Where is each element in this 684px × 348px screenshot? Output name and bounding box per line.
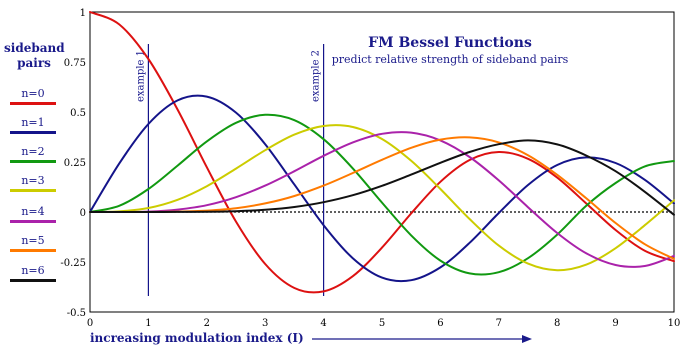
y-tick-label: -0.25 xyxy=(60,258,86,269)
legend-swatch xyxy=(10,131,56,134)
legend-swatch xyxy=(10,279,56,282)
x-tick-label: 10 xyxy=(668,318,681,329)
legend-item-n0: n=0 xyxy=(10,87,56,105)
x-tick-label: 6 xyxy=(437,318,443,329)
y-tick-label: 0.5 xyxy=(70,108,86,119)
y-tick-label: 0.25 xyxy=(64,158,86,169)
legend-item-n1: n=1 xyxy=(10,116,56,134)
legend-label: n=6 xyxy=(21,264,45,277)
legend-item-n2: n=2 xyxy=(10,145,56,163)
legend-label: n=2 xyxy=(21,145,45,158)
x-axis-label: increasing modulation index (I) xyxy=(90,331,304,345)
legend-swatch xyxy=(10,220,56,223)
series-line-n0 xyxy=(89,11,675,294)
legend-label: n=1 xyxy=(21,116,45,129)
legend-swatch xyxy=(10,189,56,192)
y-tick-labels: 1 0.75 0.5 0.25 0 -0.25 -0.5 xyxy=(60,8,86,319)
x-tick-label: 0 xyxy=(87,318,93,329)
legend-swatch xyxy=(10,249,56,252)
y-tick-label: 0.75 xyxy=(64,58,86,69)
series-line-n4 xyxy=(89,131,675,268)
legend-item-n3: n=3 xyxy=(10,174,56,192)
legend-label: n=4 xyxy=(21,205,45,218)
y-tick-label: 1 xyxy=(80,8,86,19)
chart-title: FM Bessel Functions xyxy=(368,35,532,51)
legend-item-n5: n=5 xyxy=(10,234,56,252)
y-tick-label: -0.5 xyxy=(67,308,86,319)
legend-title-line-1: sideband xyxy=(4,41,65,55)
y-tick-label: 0 xyxy=(80,208,86,219)
legend-swatch xyxy=(10,160,56,163)
series-line-n2 xyxy=(89,113,675,276)
legend-label: n=0 xyxy=(21,87,45,100)
x-axis-arrow xyxy=(312,335,532,343)
x-tick-label: 4 xyxy=(320,318,326,329)
chart-subtitle: predict relative strength of sideband pa… xyxy=(331,53,569,66)
legend-label: n=5 xyxy=(21,234,45,247)
x-tick-label: 1 xyxy=(145,318,151,329)
example-marker-label: example 2 xyxy=(311,50,322,102)
legend-swatch xyxy=(10,102,56,105)
x-tick-labels: 0 1 2 3 4 5 6 7 8 9 10 xyxy=(87,318,681,329)
x-tick-label: 9 xyxy=(612,318,618,329)
x-tick-label: 3 xyxy=(262,318,268,329)
x-tick-label: 2 xyxy=(204,318,210,329)
plot-area xyxy=(89,11,675,313)
legend-item-n6: n=6 xyxy=(10,264,56,282)
series-lines xyxy=(89,11,675,294)
legend-label: n=3 xyxy=(21,174,45,187)
x-tick-label: 5 xyxy=(379,318,385,329)
x-tick-label: 8 xyxy=(554,318,560,329)
series-line-n1 xyxy=(89,94,675,283)
legend-title: sideband pairs xyxy=(4,41,65,71)
example-marker-label: example 1 xyxy=(135,50,146,102)
annotation-markers: example 1 example 2 xyxy=(135,44,325,296)
x-tick-label: 7 xyxy=(496,318,502,329)
legend-title-line-2: pairs xyxy=(17,56,51,70)
series-line-n6 xyxy=(89,139,675,216)
series-line-n3 xyxy=(89,124,675,272)
legend-item-n4: n=4 xyxy=(10,205,56,223)
